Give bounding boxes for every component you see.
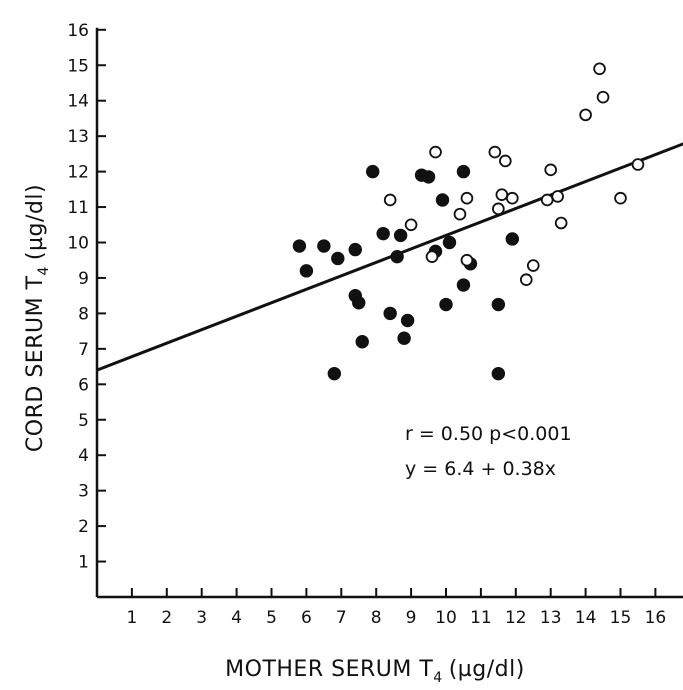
x-tick-label: 4 [231,608,242,628]
filled-data-point [435,193,450,207]
x-tick-label: 12 [505,608,527,628]
y-tick-label: 8 [78,304,89,324]
y-tick-label: 16 [67,21,89,41]
x-tick-label: 15 [610,608,632,628]
open-data-point [453,207,467,221]
open-data-point [526,259,540,272]
y-tick-label: 15 [67,56,89,76]
open-data-point [383,193,397,207]
y-tick-label: 4 [78,446,89,466]
open-data-point [499,154,512,168]
filled-data-point [491,366,506,381]
x-axis-title: MOTHER SERUM T4 (µg/dl) [225,657,525,686]
x-tick-label: 7 [336,608,347,628]
open-data-point [593,62,606,76]
filled-data-point [366,164,380,179]
y-tick-label: 3 [78,482,89,502]
regression-line-group [96,142,683,372]
y-tick-label: 9 [78,269,89,289]
filled-data-point [317,239,331,253]
x-tick-label: 3 [196,608,207,628]
x-tick-label: 16 [645,608,667,628]
open-data-point [596,90,610,104]
filled-data-point [397,331,411,345]
y-tick-label: 7 [78,340,89,360]
filled-data-point [421,170,436,184]
data-points [292,62,645,381]
x-tick-label: 5 [266,608,277,628]
x-tick-label: 14 [575,608,597,628]
open-data-point [425,250,439,263]
open-data-point [551,190,564,203]
open-data-point [540,193,554,207]
open-data-point [404,218,418,232]
open-data-point [495,188,509,201]
filled-data-point [299,264,314,278]
x-tick-label: 2 [161,608,172,628]
correlation-annotation: r = 0.50 p<0.001 [405,423,572,445]
x-tick-label: 13 [540,608,562,628]
filled-data-point [390,249,404,264]
y-tick-label: 11 [67,198,89,218]
y-tick-label: 2 [78,517,89,537]
y-axis-title: CORD SERUM T4(µg/dl) [23,184,52,452]
y-tick-label: 5 [78,411,89,431]
filled-data-point [355,335,369,349]
x-tick-label: 9 [406,608,417,628]
open-data-point [579,108,592,122]
filled-data-point [348,242,362,257]
open-data-point [519,273,533,287]
x-tick-label: 6 [301,608,312,628]
filled-data-point [331,251,345,266]
open-data-point [506,191,519,205]
filled-data-point [491,297,506,312]
x-tick-label: 1 [126,608,137,628]
filled-data-point [505,232,520,246]
y-tick-label: 14 [67,92,89,112]
filled-data-point [439,297,453,312]
open-data-point [460,253,474,267]
filled-data-point [292,239,307,253]
y-tick-label: 1 [78,553,89,573]
open-data-point [554,216,568,230]
filled-data-point [456,278,471,292]
filled-data-point [383,306,397,321]
open-data-point [614,191,627,205]
open-data-point [492,202,505,216]
x-tick-label: 8 [371,608,382,628]
open-data-point [488,145,502,159]
regression-equation-annotation: y = 6.4 + 0.38x [405,458,556,480]
y-tick-label: 6 [78,375,89,395]
filled-data-point [456,164,471,179]
open-data-point [429,145,442,159]
filled-data-point [400,313,415,328]
y-tick-label: 13 [67,127,89,147]
open-data-point [544,163,557,177]
filled-data-point [376,226,390,241]
filled-data-point [352,296,366,310]
x-tick-label: 11 [470,608,492,628]
y-tick-label: 10 [67,234,89,254]
x-tick-label: 10 [435,608,457,628]
open-data-point [631,158,645,171]
y-tick-label: 12 [67,163,89,183]
filled-data-point [393,228,408,243]
axis-ticks: 1 2 3 4 5 6 7 8 9 10 11 12 13 14 15 1612345678910111213… [67,21,666,628]
open-data-point [460,191,474,205]
filled-data-point [327,366,342,381]
regression-line [96,142,683,372]
filled-data-point [442,235,457,250]
